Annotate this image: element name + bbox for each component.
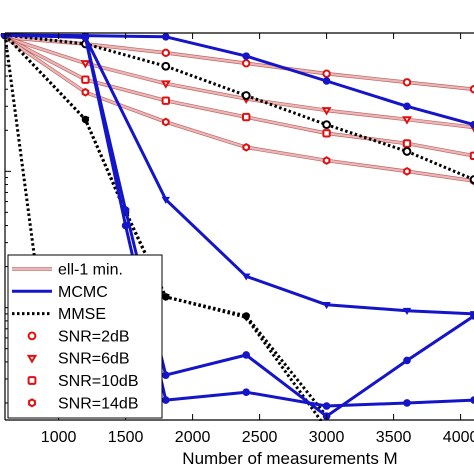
data-point bbox=[470, 396, 474, 404]
series-mcmc-14dB bbox=[1, 33, 474, 410]
x-tick-label: 1000 bbox=[41, 429, 77, 446]
data-point bbox=[402, 139, 412, 148]
data-point bbox=[161, 196, 170, 204]
data-point bbox=[241, 91, 251, 100]
legend-entry: MMSE bbox=[12, 306, 106, 323]
data-point bbox=[162, 371, 170, 379]
data-point bbox=[404, 455, 410, 460]
legend-entry: SNR=2dB bbox=[27, 328, 130, 345]
data-point bbox=[242, 351, 250, 359]
legend-marker bbox=[27, 331, 37, 341]
data-point bbox=[242, 312, 250, 320]
x-tick-label: 1500 bbox=[108, 429, 144, 446]
legend-label: MMSE bbox=[58, 306, 106, 323]
data-point bbox=[403, 102, 411, 111]
legend-entry: MCMC bbox=[12, 284, 108, 301]
legend-label: SNR=14dB bbox=[58, 395, 139, 412]
data-point bbox=[402, 147, 412, 156]
series-ell1-14dB bbox=[3, 35, 474, 186]
x-tick-label: 2000 bbox=[175, 429, 211, 446]
data-point bbox=[403, 399, 411, 407]
data-point bbox=[470, 120, 474, 129]
legend-label: SNR=2dB bbox=[58, 328, 130, 345]
data-point bbox=[162, 33, 170, 41]
data-point bbox=[470, 312, 474, 320]
legend-label: SNR=6dB bbox=[58, 351, 130, 368]
data-point bbox=[322, 69, 331, 78]
series-mmse-14dB bbox=[3, 34, 47, 339]
series-line bbox=[3, 33, 328, 418]
x-tick-label: 2500 bbox=[242, 429, 278, 446]
data-point bbox=[322, 301, 331, 310]
data-point bbox=[322, 77, 331, 85]
data-point bbox=[242, 112, 251, 122]
data-point bbox=[403, 356, 411, 365]
x-axis-ticks: 1000 1500 2000 2500 3000 3500 4000 bbox=[41, 33, 474, 446]
series-ell1-10dB bbox=[3, 35, 474, 161]
data-point bbox=[242, 59, 251, 68]
data-point bbox=[322, 156, 331, 165]
data-point bbox=[469, 175, 474, 184]
data-point bbox=[80, 60, 91, 69]
legend-label: SNR=10dB bbox=[58, 373, 139, 390]
data-point bbox=[321, 107, 332, 116]
data-point bbox=[161, 61, 171, 71]
data-point bbox=[402, 78, 412, 87]
data-point bbox=[161, 96, 171, 105]
data-point bbox=[81, 75, 90, 84]
x-tick-label: 4000 bbox=[443, 429, 474, 446]
data-point bbox=[162, 117, 170, 127]
series-line bbox=[4, 33, 474, 408]
legend-label: ell-1 min. bbox=[58, 262, 123, 279]
data-point bbox=[403, 166, 411, 176]
data-point bbox=[162, 293, 170, 301]
data-point bbox=[402, 307, 412, 315]
plot-area bbox=[0, 33, 474, 460]
legend-label: MCMC bbox=[58, 284, 108, 301]
legend-marker bbox=[27, 376, 37, 385]
x-tick-label: 3000 bbox=[309, 429, 345, 446]
legend-entry: ell-1 min. bbox=[12, 262, 123, 279]
data-point bbox=[121, 221, 130, 230]
data-point bbox=[402, 116, 412, 125]
data-point bbox=[242, 52, 250, 60]
data-point bbox=[242, 142, 250, 152]
x-axis-label: Number of measurements M bbox=[182, 449, 397, 468]
data-point bbox=[322, 402, 331, 410]
data-point bbox=[322, 129, 331, 138]
data-point bbox=[81, 115, 90, 124]
legend-marker bbox=[26, 354, 38, 364]
data-point bbox=[162, 396, 170, 404]
data-point bbox=[242, 388, 250, 396]
data-point bbox=[242, 273, 251, 281]
legend-marker bbox=[28, 398, 36, 408]
data-point bbox=[160, 80, 171, 89]
legend-entry: SNR=14dB bbox=[28, 395, 139, 412]
series-line bbox=[3, 34, 47, 339]
x-tick-label: 3500 bbox=[376, 429, 412, 446]
legend-entry: SNR=6dB bbox=[26, 351, 130, 368]
data-point bbox=[161, 48, 171, 58]
data-point bbox=[322, 120, 332, 130]
legend-entry: SNR=10dB bbox=[27, 373, 139, 390]
data-point bbox=[81, 87, 90, 97]
data-point bbox=[81, 33, 90, 42]
axes bbox=[4, 32, 474, 421]
series-mcmc-2dB bbox=[1, 33, 474, 129]
legend: ell-1 min. MCMC MMSE SNR=2dB SNR=6dB SNR=10dB… bbox=[7, 254, 163, 419]
